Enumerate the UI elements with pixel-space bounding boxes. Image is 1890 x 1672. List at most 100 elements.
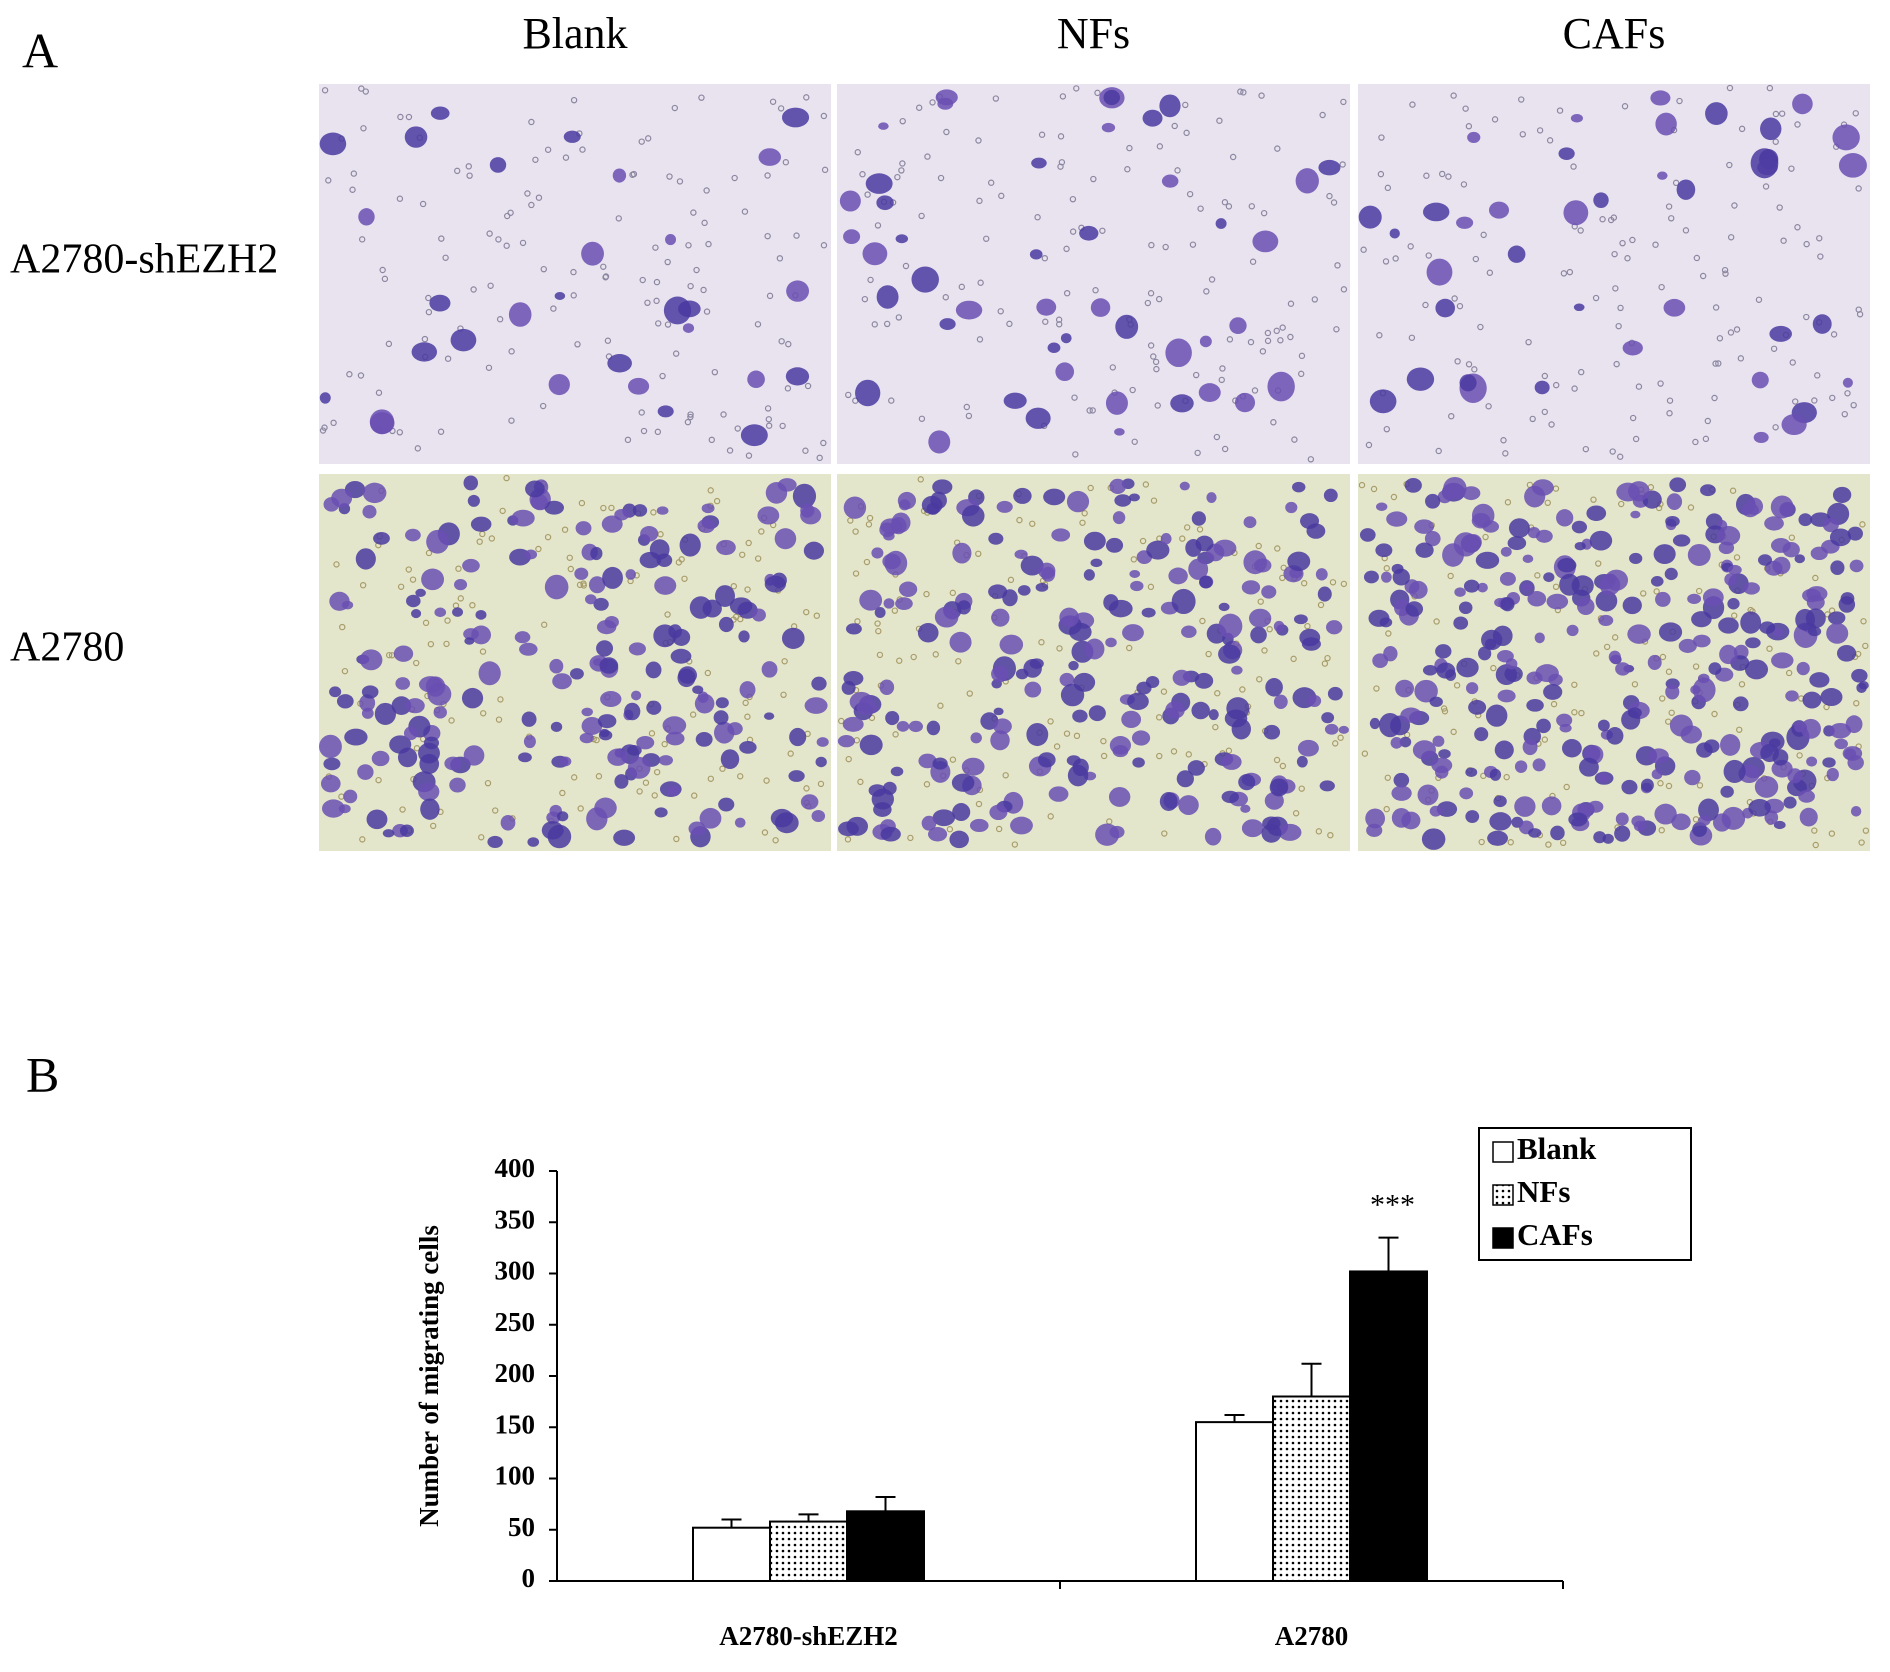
pore xyxy=(975,137,982,144)
pore xyxy=(802,447,809,454)
stained-cell xyxy=(764,575,786,593)
pore xyxy=(1794,224,1801,231)
stained-cell xyxy=(1608,650,1621,664)
pore xyxy=(358,236,366,243)
pore xyxy=(1259,348,1267,355)
stained-cell xyxy=(1366,823,1383,837)
pore xyxy=(891,607,899,614)
stained-cell xyxy=(1536,718,1551,734)
stained-cell xyxy=(1658,622,1683,642)
stained-cell xyxy=(1394,599,1411,617)
pore xyxy=(689,711,697,718)
pore xyxy=(465,163,472,170)
pore xyxy=(1090,175,1097,183)
pore xyxy=(1273,756,1281,764)
stained-cell xyxy=(1218,644,1241,664)
stained-cell xyxy=(1492,625,1513,647)
pore xyxy=(503,474,510,482)
pore xyxy=(524,190,531,197)
pore xyxy=(470,286,477,293)
pore xyxy=(693,266,700,274)
stained-cell xyxy=(548,373,570,396)
stained-cell xyxy=(389,735,412,754)
stained-cell xyxy=(1426,258,1453,286)
stained-cell xyxy=(357,764,374,780)
pore xyxy=(1465,361,1473,368)
stained-cell xyxy=(1358,205,1382,229)
y-tick-label: 150 xyxy=(495,1409,536,1439)
stained-cell xyxy=(1066,755,1081,766)
pore xyxy=(1658,283,1665,291)
stained-cell xyxy=(952,803,971,822)
pore xyxy=(1616,453,1624,460)
stained-cell xyxy=(738,630,750,643)
pore xyxy=(1635,383,1643,390)
stained-cell xyxy=(1105,637,1117,648)
stained-cell xyxy=(1829,528,1852,547)
stained-cell xyxy=(1764,810,1779,825)
stained-cell xyxy=(1570,113,1583,123)
pore xyxy=(561,526,569,533)
stained-cell xyxy=(662,716,687,735)
stained-cell xyxy=(843,671,864,686)
pore xyxy=(1828,830,1836,837)
stained-cell xyxy=(405,698,425,714)
pore xyxy=(854,149,861,156)
stained-cell xyxy=(895,234,909,244)
pore xyxy=(758,528,765,535)
pore xyxy=(761,829,769,836)
pore xyxy=(570,268,577,276)
pore xyxy=(1377,170,1385,178)
pore xyxy=(1264,329,1272,337)
stained-cell xyxy=(1020,555,1044,576)
stained-cell xyxy=(596,640,614,657)
stained-cell xyxy=(1471,503,1495,528)
stained-cell xyxy=(1666,493,1683,510)
pore xyxy=(1408,334,1416,341)
pore xyxy=(821,166,829,174)
pore xyxy=(1534,572,1541,579)
pore xyxy=(1327,831,1334,839)
stained-cell xyxy=(692,685,704,694)
stained-cell xyxy=(1745,497,1764,515)
pore xyxy=(508,348,515,355)
stained-cell xyxy=(581,716,603,735)
pore xyxy=(1057,163,1064,170)
pore xyxy=(745,539,752,547)
pore xyxy=(1196,526,1204,533)
pore xyxy=(413,659,420,667)
pore xyxy=(1727,234,1735,241)
stained-cell xyxy=(1221,790,1240,804)
stained-cell xyxy=(1769,325,1792,342)
pore xyxy=(899,160,906,167)
stained-cell xyxy=(1856,682,1867,694)
pore xyxy=(772,837,779,844)
stained-cell xyxy=(607,748,628,766)
stained-cell xyxy=(747,370,765,389)
pore xyxy=(321,87,329,94)
stained-cell xyxy=(452,607,464,617)
stained-cell xyxy=(908,720,924,733)
stained-cell xyxy=(1121,710,1142,729)
stained-cell xyxy=(336,694,354,709)
stained-cell xyxy=(1563,200,1589,226)
stained-cell xyxy=(1421,828,1446,850)
pore xyxy=(1803,313,1810,321)
stained-cell xyxy=(876,195,894,211)
pore xyxy=(977,279,984,286)
pore xyxy=(448,717,455,724)
stained-cell xyxy=(415,588,426,597)
pore xyxy=(1731,202,1738,209)
stained-cell xyxy=(1474,727,1489,742)
pore xyxy=(1300,580,1308,587)
pore xyxy=(1423,172,1430,179)
pore xyxy=(1221,445,1229,453)
pore xyxy=(469,601,476,609)
pore xyxy=(1794,121,1801,128)
stained-cell xyxy=(1718,617,1739,634)
stained-cell xyxy=(1692,677,1716,703)
pore xyxy=(659,372,666,380)
stained-cell xyxy=(1493,795,1507,808)
pore xyxy=(425,294,432,302)
row-label: A2780-shEZH2 xyxy=(10,237,278,283)
